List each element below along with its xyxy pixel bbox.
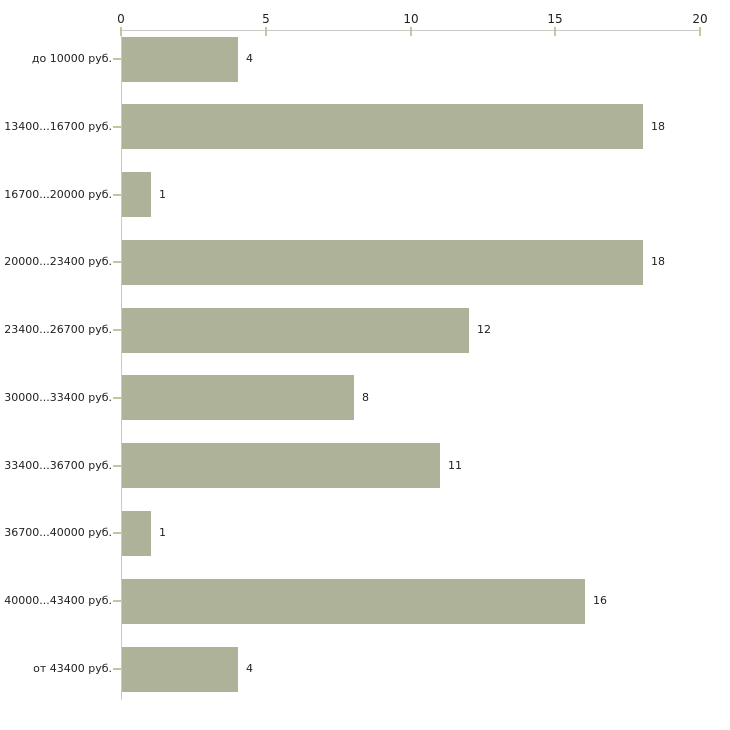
x-tick-label: 5 <box>262 12 270 26</box>
category-label: 33400...36700 руб. <box>4 459 112 472</box>
bar <box>122 579 585 624</box>
bar-value-label: 16 <box>593 594 607 607</box>
bar-value-label: 4 <box>246 52 253 65</box>
category-label: 20000...23400 руб. <box>4 255 112 268</box>
y-tick-mark <box>113 532 121 534</box>
bar-value-label: 4 <box>246 662 253 675</box>
bar-value-label: 18 <box>651 255 665 268</box>
y-tick-mark <box>113 261 121 263</box>
bar <box>122 375 354 420</box>
y-tick-mark <box>113 668 121 670</box>
x-tick-mark <box>120 27 122 36</box>
category-label: 13400...16700 руб. <box>4 120 112 133</box>
x-tick-mark <box>410 27 412 36</box>
bar <box>122 240 643 285</box>
category-label: 36700...40000 руб. <box>4 526 112 539</box>
bar-value-label: 1 <box>159 188 166 201</box>
y-tick-mark <box>113 194 121 196</box>
x-tick-label: 10 <box>403 12 419 26</box>
category-label: 30000...33400 руб. <box>4 391 112 404</box>
bar-value-label: 8 <box>362 391 369 404</box>
bar-value-label: 12 <box>477 323 491 336</box>
bar <box>122 443 440 488</box>
x-tick-mark <box>265 27 267 36</box>
bar-value-label: 11 <box>448 459 462 472</box>
x-tick-label: 15 <box>547 12 563 26</box>
bar-value-label: 18 <box>651 120 665 133</box>
x-tick-mark <box>699 27 701 36</box>
bar <box>122 647 238 692</box>
category-label: от 43400 руб. <box>33 662 112 675</box>
bar <box>122 511 151 556</box>
category-label: 40000...43400 руб. <box>4 594 112 607</box>
bar <box>122 37 238 82</box>
category-label: 23400...26700 руб. <box>4 323 112 336</box>
y-tick-mark <box>113 397 121 399</box>
y-tick-mark <box>113 58 121 60</box>
y-tick-mark <box>113 465 121 467</box>
bar <box>122 172 151 217</box>
y-tick-mark <box>113 126 121 128</box>
bar-value-label: 1 <box>159 526 166 539</box>
category-label: до 10000 руб. <box>31 52 112 65</box>
x-tick-label: 0 <box>117 12 125 26</box>
y-tick-mark <box>113 600 121 602</box>
bar <box>122 308 469 353</box>
y-tick-mark <box>113 329 121 331</box>
category-label: 16700...20000 руб. <box>4 188 112 201</box>
bar <box>122 104 643 149</box>
x-tick-label: 20 <box>692 12 708 26</box>
x-tick-mark <box>554 27 556 36</box>
y-axis-line <box>121 30 122 700</box>
